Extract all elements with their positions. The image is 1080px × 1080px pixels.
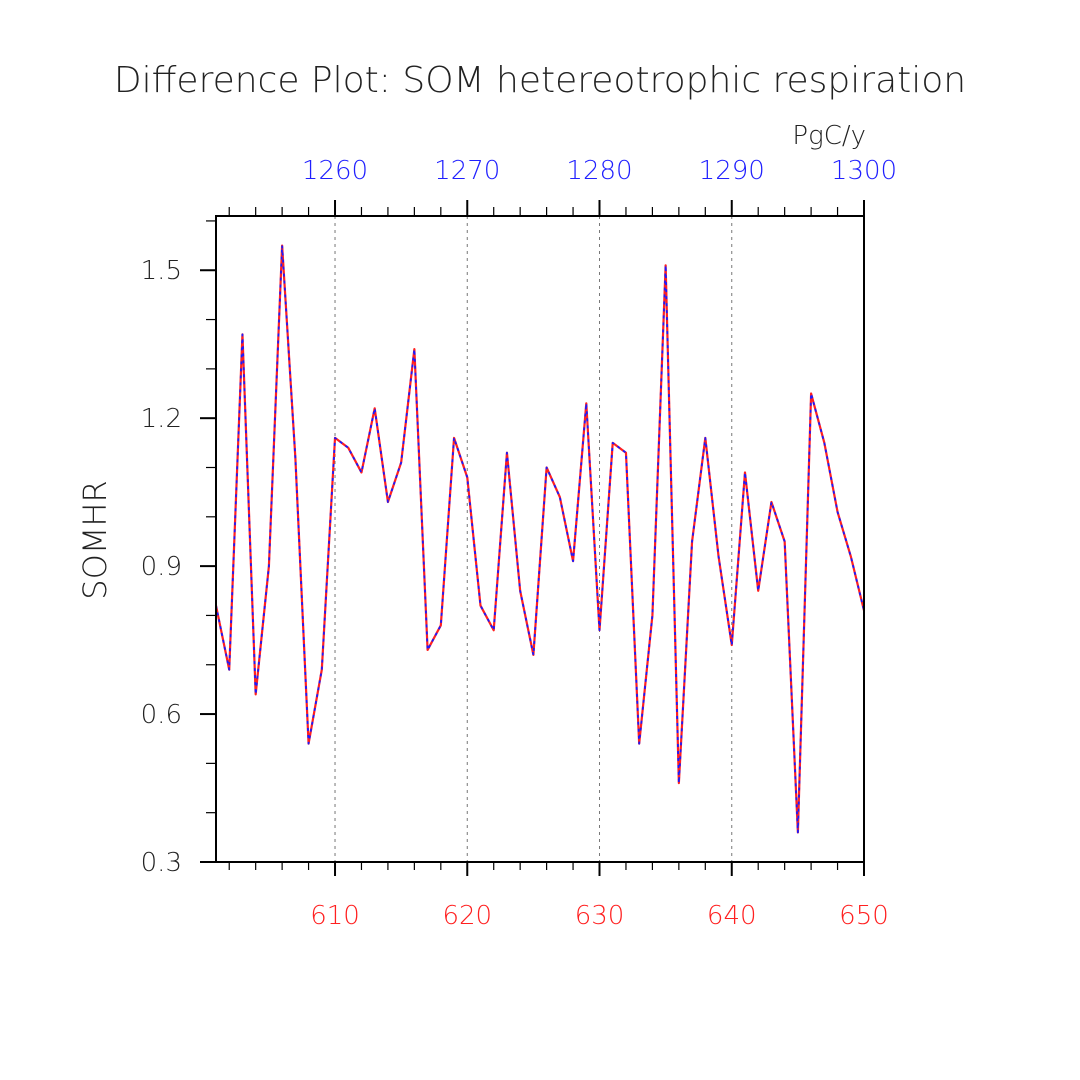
tick-labels: 0.3 0.6 0.9 1.2 1.5 610 620 630 640 650 1260 1270 12… — [141, 156, 897, 931]
x-tick-label-top-1300: 1300 — [831, 156, 897, 186]
x-tick-label-top-1290: 1290 — [699, 156, 765, 186]
y-tick-label-0.9: 0.9 — [141, 552, 182, 582]
y-axis-label: SOMHR — [76, 480, 114, 599]
x-tick-label-top-1280: 1280 — [566, 156, 632, 186]
y-tick-label-1.5: 1.5 — [141, 256, 182, 286]
x-tick-label-bottom-610: 610 — [310, 901, 360, 931]
x-tick-label-top-1270: 1270 — [434, 156, 500, 186]
series-line-difference — [214, 244, 866, 834]
x-tick-label-bottom-630: 630 — [575, 901, 625, 931]
units-label: PgC/y — [792, 121, 866, 151]
y-tick-label-1.2: 1.2 — [141, 404, 182, 434]
tick-marks — [200, 200, 865, 876]
grid-lines — [334, 216, 733, 862]
y-tick-label-0.3: 0.3 — [141, 848, 182, 878]
x-tick-label-bottom-650: 650 — [839, 901, 889, 931]
chart-title: Difference Plot: SOM hetereotrophic resp… — [114, 60, 966, 101]
x-tick-label-bottom-620: 620 — [442, 901, 492, 931]
x-tick-label-top-1260: 1260 — [302, 156, 368, 186]
y-tick-label-0.6: 0.6 — [141, 700, 182, 730]
plot-frame — [215, 215, 865, 863]
series-line-overlay-difference — [215, 244, 865, 834]
data-series — [214, 244, 866, 834]
x-tick-label-bottom-640: 640 — [707, 901, 757, 931]
